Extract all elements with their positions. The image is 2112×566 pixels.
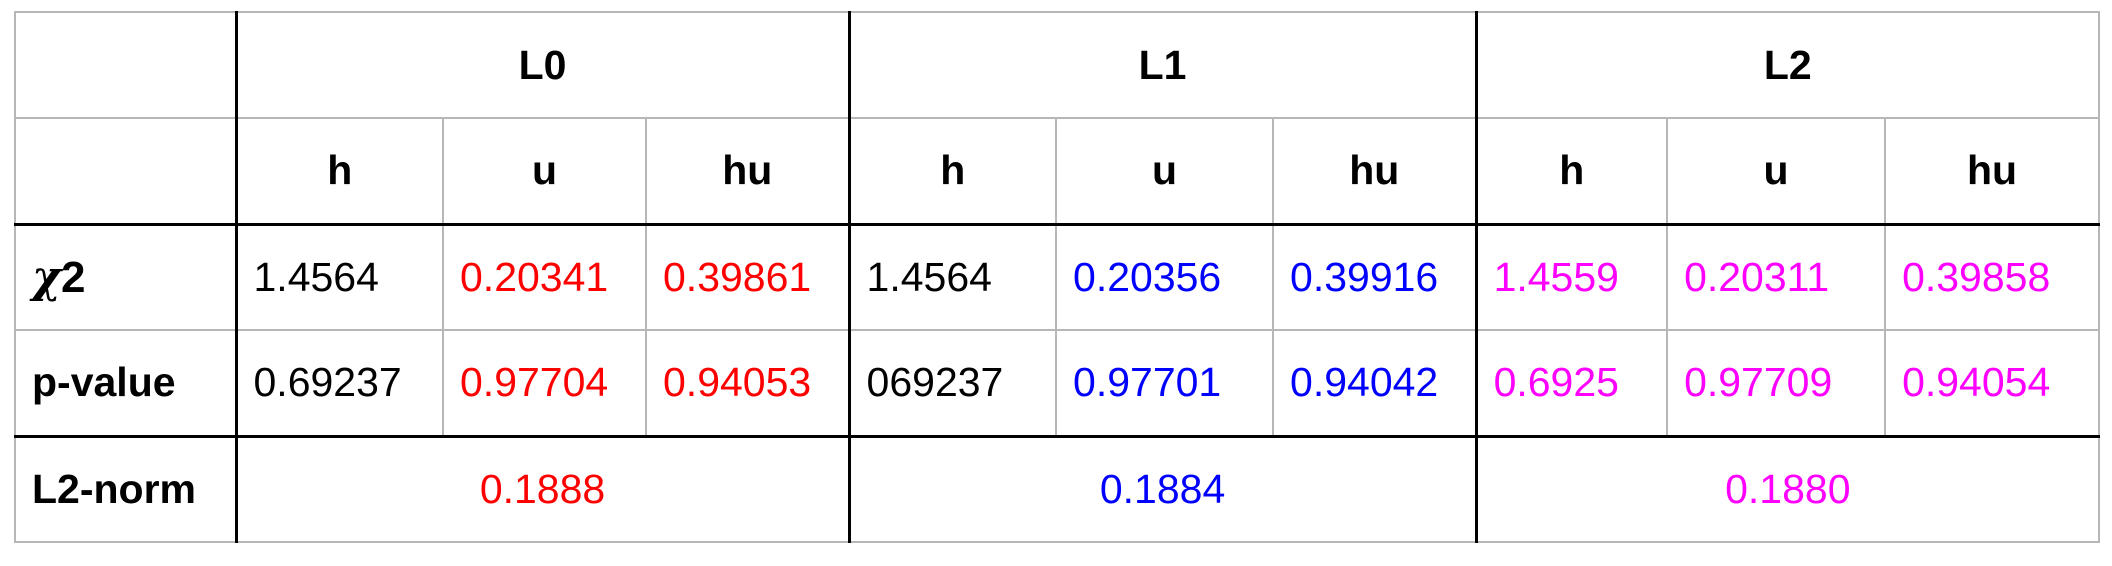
subheader-l0-u: u xyxy=(442,117,647,226)
chi2-l2-h: 1.4559 xyxy=(1474,222,1669,331)
l2norm-l0: 0.1888 xyxy=(234,434,851,543)
chi2-l1-h: 1.4564 xyxy=(847,222,1058,331)
chi-suffix: 2 xyxy=(60,252,86,302)
row-label-l2norm: L2-norm xyxy=(14,434,237,543)
group-header-l1: L1 xyxy=(847,11,1478,119)
chi2-l0-h: 1.4564 xyxy=(234,222,444,331)
pvalue-l0-h: 0.69237 xyxy=(234,329,444,438)
pvalue-l2-h: 0.6925 xyxy=(1474,329,1669,438)
pvalue-row: p-value 0.69237 0.97704 0.94053 069237 0… xyxy=(14,329,2101,438)
chi2-l1-hu: 0.39916 xyxy=(1272,222,1478,331)
row-label-pvalue: p-value xyxy=(14,329,237,438)
pvalue-l1-hu: 0.94042 xyxy=(1272,329,1478,438)
row-label-chi2: χ2 xyxy=(14,222,237,331)
subheader-l0-h: h xyxy=(234,117,444,226)
subheader-l1-u: u xyxy=(1055,117,1275,226)
pvalue-l2-u: 0.97709 xyxy=(1666,329,1887,438)
subheader-l0-hu: hu xyxy=(644,117,851,226)
subheader-l2-hu: hu xyxy=(1884,117,2101,226)
subheader-l1-hu: hu xyxy=(1272,117,1478,226)
group-header-l0: L0 xyxy=(234,11,851,119)
pvalue-l1-u: 0.97701 xyxy=(1055,329,1275,438)
chi2-l0-u: 0.20341 xyxy=(442,222,647,331)
subheader-l2-h: h xyxy=(1474,117,1669,226)
chi2-l1-u: 0.20356 xyxy=(1055,222,1275,331)
corner-cell xyxy=(14,117,237,226)
pvalue-l0-hu: 0.94053 xyxy=(644,329,851,438)
pvalue-l1-h: 069237 xyxy=(847,329,1058,438)
pvalue-l0-u: 0.97704 xyxy=(442,329,647,438)
chi2-l2-u: 0.20311 xyxy=(1666,222,1887,331)
chi2-row: χ2 1.4564 0.20341 0.39861 1.4564 0.20356… xyxy=(14,222,2101,331)
group-header-l2: L2 xyxy=(1474,11,2101,119)
chi-symbol: χ xyxy=(32,251,61,303)
subheader-l2-u: u xyxy=(1666,117,1887,226)
group-header-row: L0 L1 L2 xyxy=(14,11,2101,119)
results-table: L0 L1 L2 h u hu h u hu h u hu χ2 1.4564 … xyxy=(14,11,2101,543)
chi2-l0-hu: 0.39861 xyxy=(644,222,851,331)
subheader-l1-h: h xyxy=(847,117,1058,226)
l2norm-row: L2-norm 0.1888 0.1884 0.1880 xyxy=(14,434,2101,543)
l2norm-l1: 0.1884 xyxy=(847,434,1478,543)
subcolumn-header-row: h u hu h u hu h u hu xyxy=(14,117,2101,226)
chi2-l2-hu: 0.39858 xyxy=(1884,222,2101,331)
l2norm-l2: 0.1880 xyxy=(1474,434,2101,543)
pvalue-l2-hu: 0.94054 xyxy=(1884,329,2101,438)
corner-cell xyxy=(14,11,237,119)
